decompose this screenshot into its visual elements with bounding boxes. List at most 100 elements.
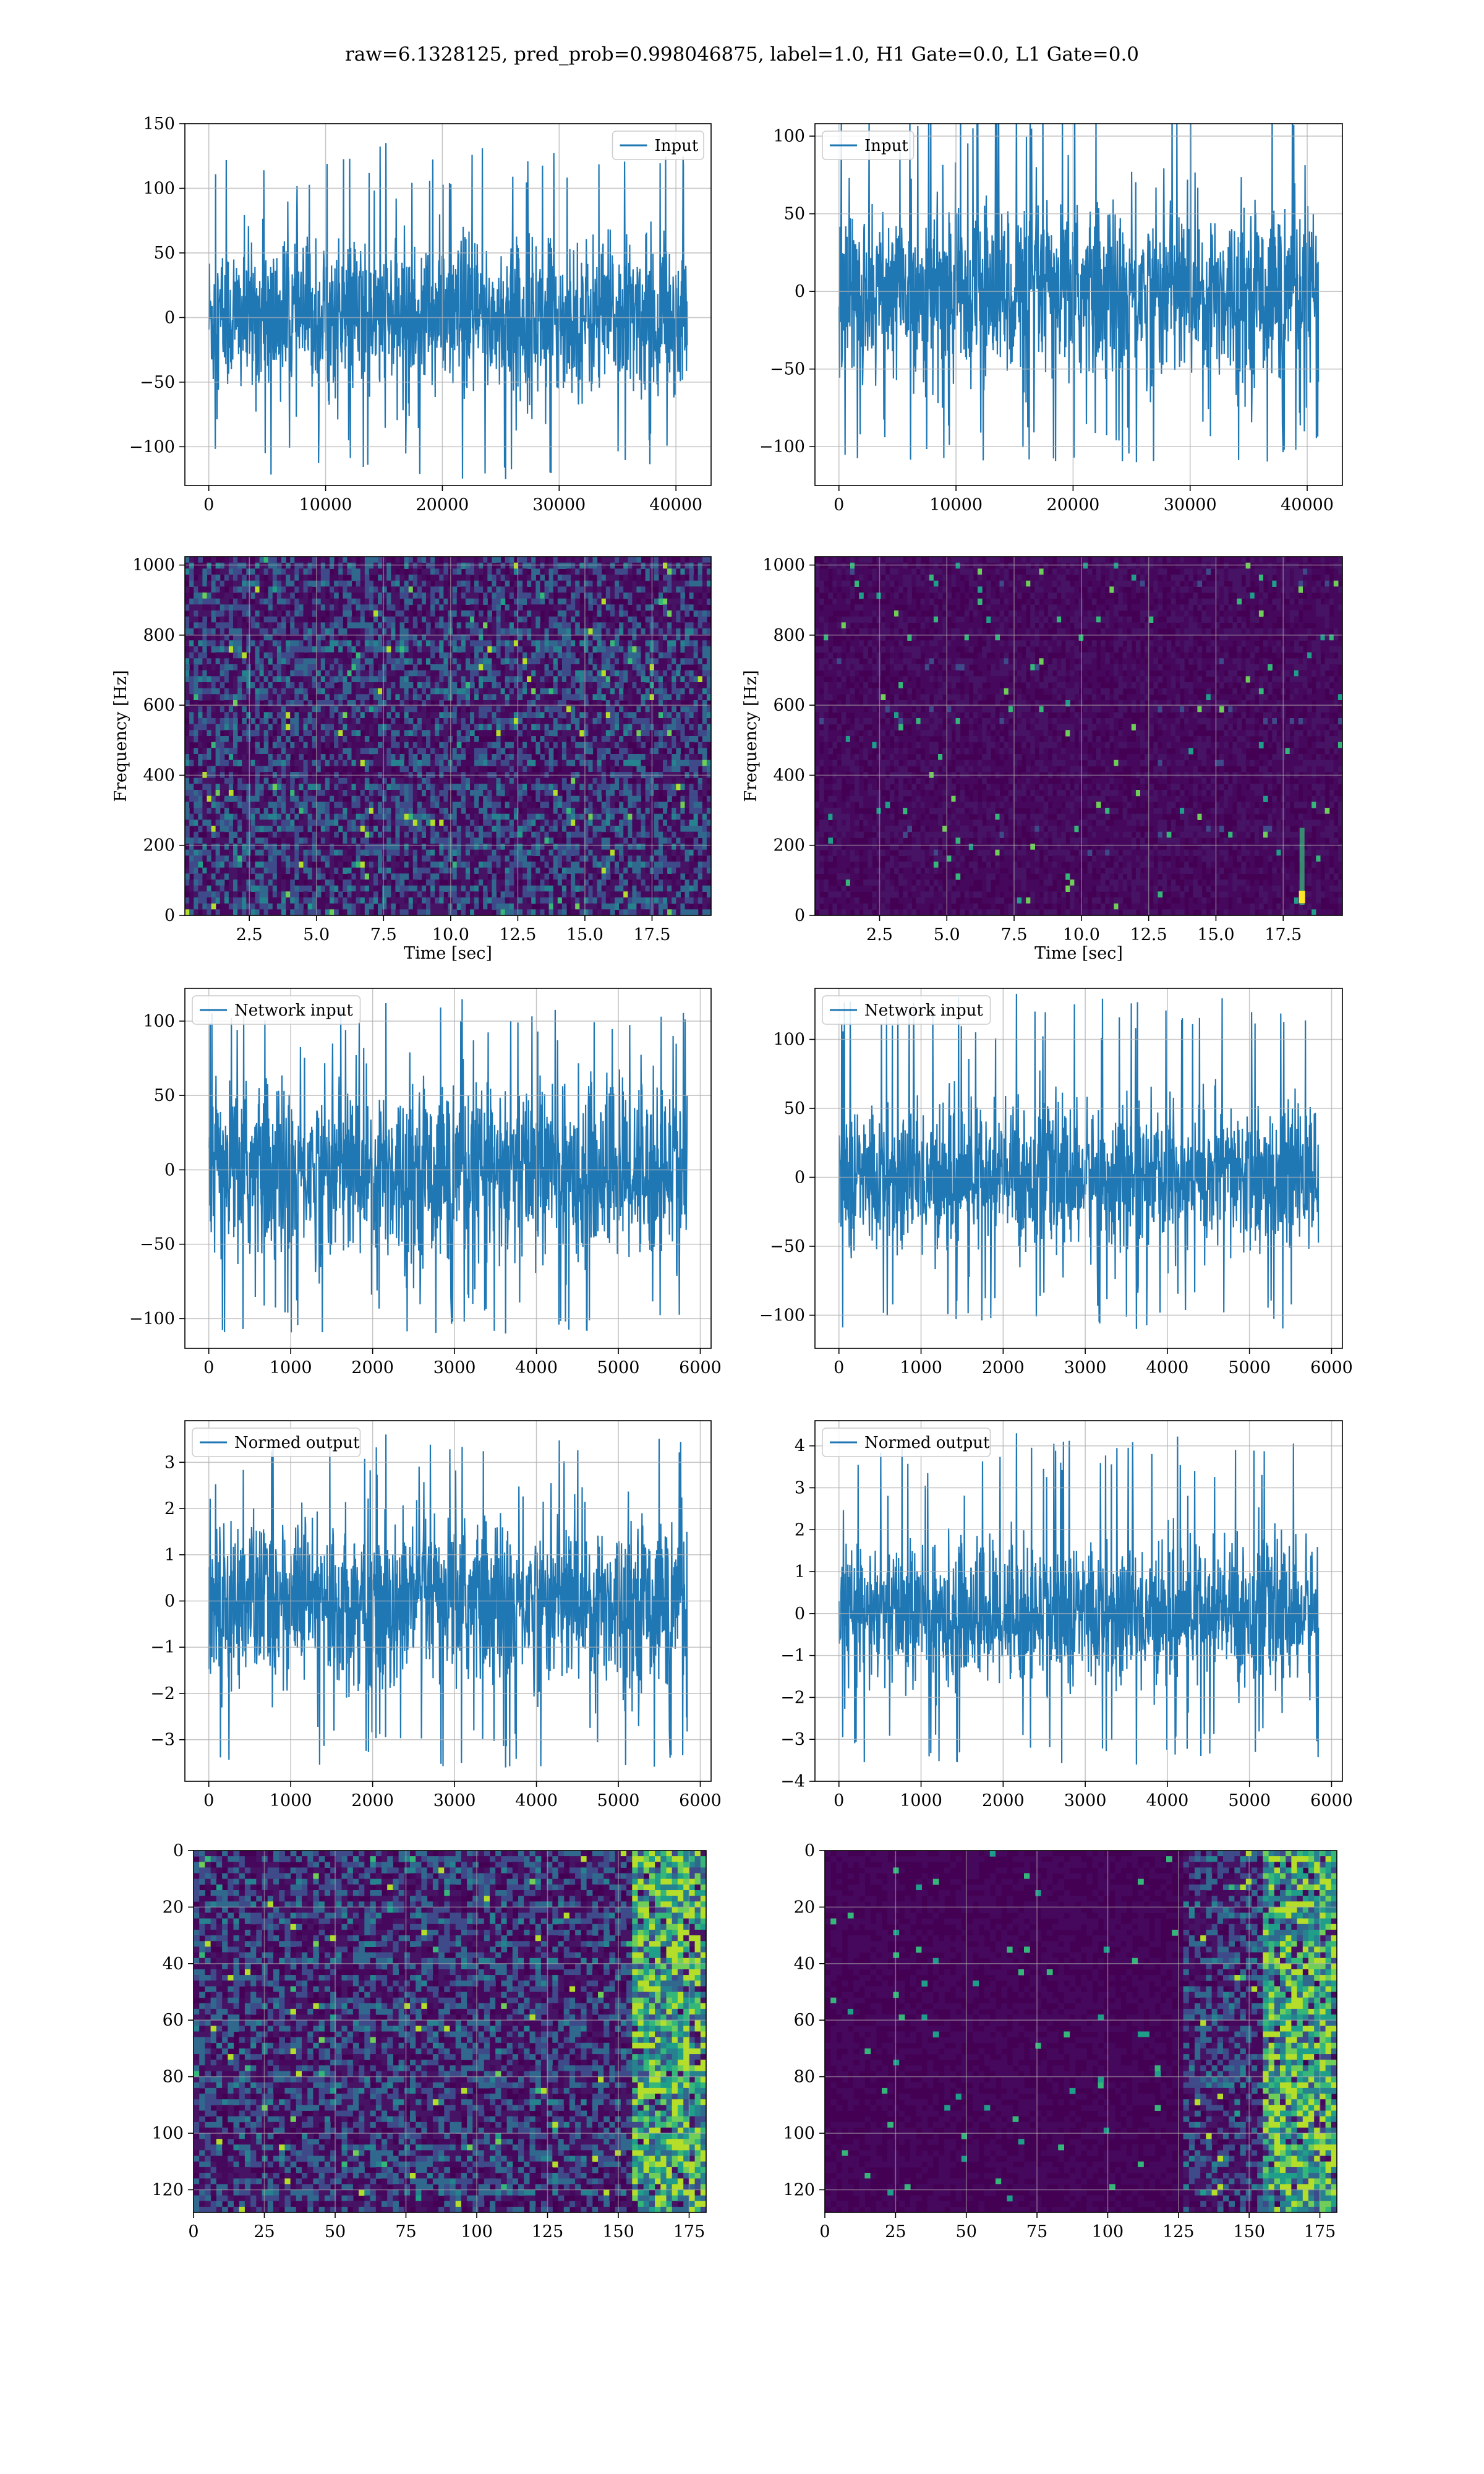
y-tick-label: 0 (795, 282, 805, 301)
x-tick-label: 6000 (679, 1358, 722, 1377)
axes-frame (184, 556, 712, 916)
y-tick-label: −50 (770, 1237, 805, 1256)
y-tick-label: 20 (794, 1898, 815, 1917)
y-tick-label: −1 (150, 1638, 175, 1657)
heatmap-cells (825, 1851, 1337, 2212)
x-tick-label: 125 (532, 2222, 564, 2241)
y-tick-label: −2 (780, 1688, 805, 1707)
x-tick-label: 125 (1162, 2222, 1195, 2241)
y-tick-label: −50 (140, 1235, 175, 1254)
axes-frame (184, 988, 712, 1349)
x-tick-label: 25 (254, 2222, 275, 2241)
x-axis-label: Time [sec] (404, 944, 492, 963)
x-tick-label: 6000 (679, 1791, 722, 1810)
series-line-normed-output (208, 1434, 688, 1768)
x-tick-label: 7.5 (370, 925, 397, 944)
y-axis-label: Frequency [Hz] (111, 670, 130, 802)
legend-box (822, 1427, 991, 1457)
y-tick-label: 0 (173, 1841, 184, 1860)
x-tick-label: 0 (834, 495, 844, 515)
legend-box (192, 1427, 361, 1457)
x-tick-label: 40000 (1281, 495, 1334, 515)
y-tick-label: −1 (780, 1646, 805, 1666)
x-tick-label: 12.5 (499, 925, 536, 944)
x-tick-label: 4000 (1146, 1358, 1189, 1377)
y-tick-label: 100 (143, 179, 175, 198)
x-tick-label: 5.0 (934, 925, 960, 944)
legend-box (822, 995, 991, 1025)
axes-frame (824, 1850, 1337, 2213)
x-tick-label: 17.5 (1264, 925, 1302, 944)
y-tick-label: 600 (143, 696, 175, 715)
x-tick-label: 5000 (597, 1358, 640, 1377)
x-tick-label: 15.0 (1197, 925, 1234, 944)
legend-box (822, 131, 915, 160)
x-tick-label: 3000 (1064, 1791, 1107, 1810)
x-tick-label: 0 (834, 1791, 844, 1810)
x-tick-label: 12.5 (1130, 925, 1167, 944)
axes-frame (814, 123, 1343, 486)
figure-title: raw=6.1328125, pred_prob=0.998046875, la… (0, 43, 1484, 66)
x-tick-label: 2000 (351, 1791, 394, 1810)
x-tick-label: 0 (188, 2222, 198, 2241)
x-tick-label: 5000 (1228, 1791, 1271, 1810)
y-tick-label: 150 (143, 114, 175, 134)
subplot-r4c1: 0 1000 2000 3000 4000 5000 6000 −3 −2 −1 0 1 2 3 Norme… (150, 1420, 722, 1810)
x-tick-label: 0 (203, 1791, 214, 1810)
subplot-r3c2: 0 1000 2000 3000 4000 5000 6000 −100 −50 0 50 100 Ne… (759, 988, 1353, 1377)
legend: Input (822, 131, 915, 160)
legend-box (192, 995, 361, 1025)
x-tick-label: 10.0 (1063, 925, 1100, 944)
y-tick-label: 120 (151, 2180, 184, 2199)
y-tick-label: 200 (143, 836, 175, 855)
x-tick-label: 0 (819, 2222, 830, 2241)
x-tick-label: 2.5 (236, 925, 263, 944)
y-tick-label: 50 (154, 1086, 175, 1105)
x-axis-label: Time [sec] (1034, 944, 1123, 963)
legend-label: Normed output (234, 1434, 360, 1452)
x-tick-label: 3000 (433, 1358, 476, 1377)
x-tick-label: 175 (673, 2222, 706, 2241)
y-tick-label: 60 (794, 2011, 815, 2030)
y-tick-label: 120 (783, 2180, 815, 2199)
x-tick-label: 5000 (597, 1791, 640, 1810)
y-tick-label: −100 (759, 1306, 805, 1325)
x-tick-label: 20000 (416, 495, 469, 515)
x-tick-label: 40000 (649, 495, 702, 515)
subplot-r5c2: 0 25 50 75 100 125 150 175 0 20 40 60 80 100 120 (783, 1841, 1337, 2241)
x-tick-label: 17.5 (633, 925, 670, 944)
y-tick-label: 400 (143, 766, 175, 785)
x-tick-label: 5000 (1228, 1358, 1271, 1377)
y-tick-label: 800 (773, 626, 805, 645)
y-tick-label: −3 (150, 1731, 175, 1750)
x-tick-label: 0 (203, 495, 214, 515)
y-tick-label: 20 (163, 1898, 184, 1917)
y-tick-label: −4 (780, 1772, 805, 1791)
chirp-peak (1298, 891, 1305, 904)
y-tick-label: 0 (795, 1604, 805, 1624)
y-tick-label: 2 (164, 1499, 175, 1518)
x-tick-label: 7.5 (1001, 925, 1028, 944)
axes-frame (814, 556, 1343, 916)
x-tick-label: 75 (395, 2222, 416, 2241)
axes-frame (193, 1850, 707, 2213)
y-tick-label: 1 (164, 1546, 175, 1565)
y-tick-label: 0 (795, 1168, 805, 1187)
y-tick-label: 0 (164, 1592, 175, 1611)
y-tick-label: 40 (163, 1954, 184, 1974)
legend: Normed output (822, 1427, 991, 1457)
y-tick-label: 3 (164, 1453, 175, 1472)
y-tick-label: 80 (163, 2068, 184, 2087)
x-tick-label: 20000 (1046, 495, 1099, 515)
y-tick-label: 100 (151, 2124, 184, 2143)
series-line-input (208, 143, 688, 479)
series-line-normed-output (838, 1433, 1320, 1765)
y-tick-label: 3 (795, 1478, 805, 1497)
y-tick-label: 0 (164, 906, 175, 925)
legend: Network input (822, 995, 991, 1025)
y-tick-label: 200 (773, 836, 805, 855)
x-tick-label: 50 (325, 2222, 346, 2241)
y-tick-label: 0 (164, 1160, 175, 1179)
y-tick-label: 2 (795, 1520, 805, 1539)
